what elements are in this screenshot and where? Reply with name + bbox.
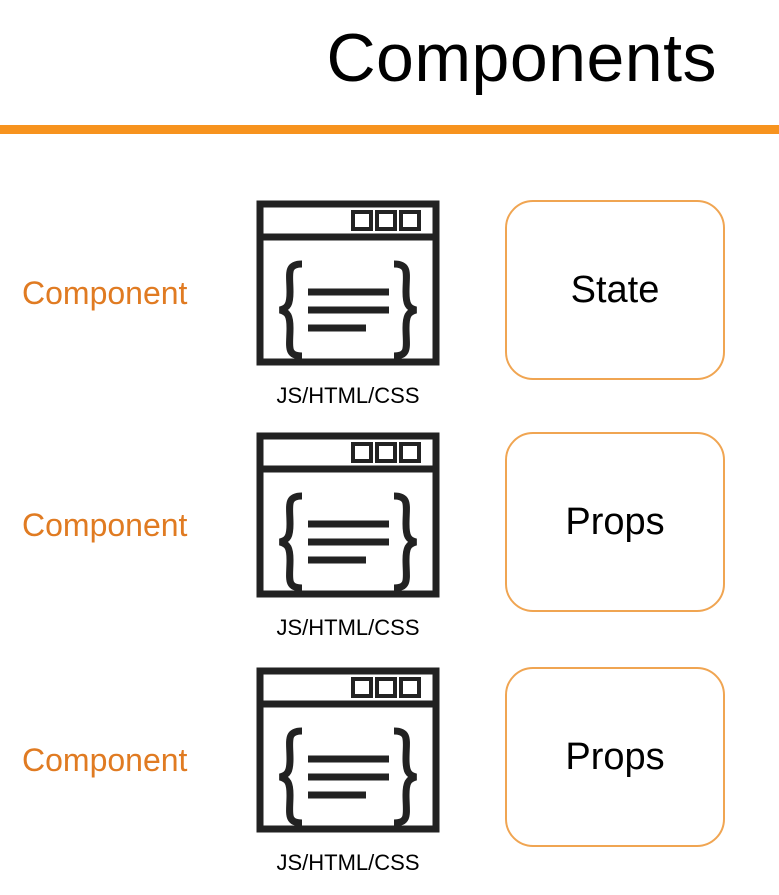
code-window-icon (256, 432, 440, 598)
state-box-label: State (570, 269, 660, 311)
props-box-label: Props (565, 501, 665, 543)
props-box-label: Props (565, 736, 665, 778)
file-caption: JS/HTML/CSS (276, 383, 420, 408)
code-window-icon (256, 667, 440, 833)
component-row: Component JS/HTML/CSS Props (0, 662, 779, 892)
component-label: Component (22, 275, 188, 311)
file-caption: JS/HTML/CSS (276, 850, 420, 875)
component-label: Component (22, 742, 188, 778)
component-label: Component (22, 507, 188, 543)
page-title: Components (326, 20, 717, 96)
props-box: Props (505, 667, 725, 847)
title-divider (0, 125, 779, 134)
code-window-icon (256, 200, 440, 366)
component-row: Component JS/HTML/CSS Props (0, 427, 779, 657)
state-box: State (505, 200, 725, 380)
props-box: Props (505, 432, 725, 612)
file-caption: JS/HTML/CSS (276, 615, 420, 640)
component-row: Component JS/HTML/CSS State (0, 195, 779, 425)
